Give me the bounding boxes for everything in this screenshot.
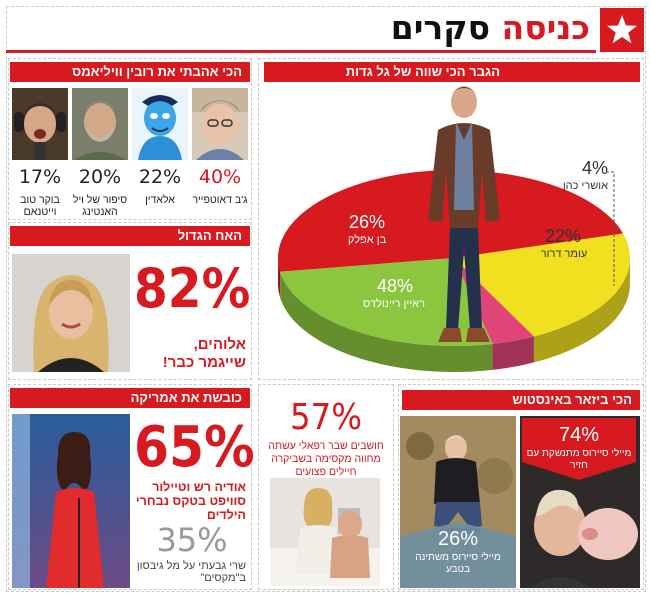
pie-label-26-name: בן אפלק — [347, 234, 387, 246]
good-morning-vietnam-photo — [12, 88, 68, 160]
good-will-hunting-photo — [72, 88, 128, 160]
pie-wall-48 — [278, 258, 281, 298]
pie-label-48-pct: 48% — [376, 276, 414, 296]
star-icon — [600, 8, 644, 52]
instagram-bottom-caption: מיילי סיירוס משתינה בטבע — [415, 552, 501, 575]
pie-wall-22 — [533, 260, 630, 363]
pie-label-22-pct: 22% — [544, 226, 582, 246]
robin-label-3: סיפור של ויל האנטינג — [72, 194, 128, 218]
page-frame — [6, 6, 646, 592]
big-brother-heading: האח הגדול — [10, 226, 250, 246]
pie-slice-26 — [280, 258, 493, 346]
big-brother-pct: 82% — [134, 257, 251, 320]
actress-stage-photo — [12, 414, 130, 588]
handsome-heading: הגבר הכי שווה של גל גדות — [264, 62, 640, 82]
america-main-caption: אודיה רש וטיילור סוויפט בטקס נבחרי הילדי… — [135, 480, 246, 522]
america-second-caption: שרי גבעתי על מל גיבסון ב"מקסים" — [136, 560, 246, 584]
ryan-reynolds-figure — [416, 80, 512, 352]
big-brother-caption-1: אלוהים, — [193, 336, 246, 353]
genie-photo — [132, 88, 188, 160]
pie-wall-4 — [492, 336, 534, 370]
instagram-top-caption: מיילי סיירוס מתנשקת עם חזיר — [526, 448, 632, 471]
title-black-word: סקרים — [390, 8, 491, 47]
pie-label-22-name: עומר דרור — [540, 248, 588, 260]
header-rule — [6, 50, 596, 53]
big-brother-frame — [8, 222, 252, 380]
instagram-bottom-badge — [400, 522, 516, 588]
america-main-pct: 65% — [134, 415, 255, 480]
pie-label-48-name: ראיין ריינולדס — [363, 298, 425, 310]
robin-label-4: בוקר טוב וייטנאם — [20, 194, 60, 218]
pie-label-26-pct: 26% — [348, 212, 386, 232]
robin-section-frame — [8, 58, 252, 220]
robin-pct-3: 20% — [78, 166, 122, 188]
big-brother-caption-2: שייגמר כבר! — [162, 354, 246, 371]
robin-pct-1: 40% — [198, 166, 242, 188]
robin-label-1: ג'ב דאוטפייר — [192, 194, 248, 206]
robin-pct-4: 17% — [18, 166, 62, 188]
instagram-bottom-pct: 26% — [437, 528, 479, 550]
america-second-pct: 35% — [156, 521, 228, 559]
pie-label-4-pct: 4% — [581, 158, 608, 178]
instagram-heading: הכי ביזאר באינסטוש — [402, 390, 640, 410]
america-heading: כובשת את אמריקה — [10, 388, 250, 408]
refael-frame — [258, 384, 394, 590]
robin-pct-2: 22% — [138, 166, 182, 188]
pie-leader-line — [606, 171, 615, 286]
title-red-word: כניסה — [501, 8, 590, 47]
contestant-photo — [12, 254, 130, 372]
pie-wall-26 — [280, 271, 493, 372]
page-title: כניסה סקרים — [391, 8, 590, 48]
refael-caption: חושבים שבר רפאלי עשתה מחווה מקסימה בשביק… — [268, 440, 384, 478]
instagram-top-pct: 74% — [558, 424, 600, 446]
hospital-visit-photo — [270, 478, 380, 586]
america-frame — [8, 384, 252, 590]
refael-pct: 57% — [290, 397, 362, 438]
pie-slice-22 — [454, 233, 630, 337]
robin-label-2: אלאדין — [145, 194, 175, 206]
mrs-doubtfire-photo — [192, 88, 248, 160]
pie-label-4-name: אושרי כהן — [562, 180, 608, 192]
handsome-frame — [258, 58, 644, 380]
robin-heading: הכי אהבתי את רובין וויליאמס — [10, 62, 250, 82]
instagram-frame — [398, 384, 644, 590]
instagram-top-badge — [522, 418, 636, 480]
